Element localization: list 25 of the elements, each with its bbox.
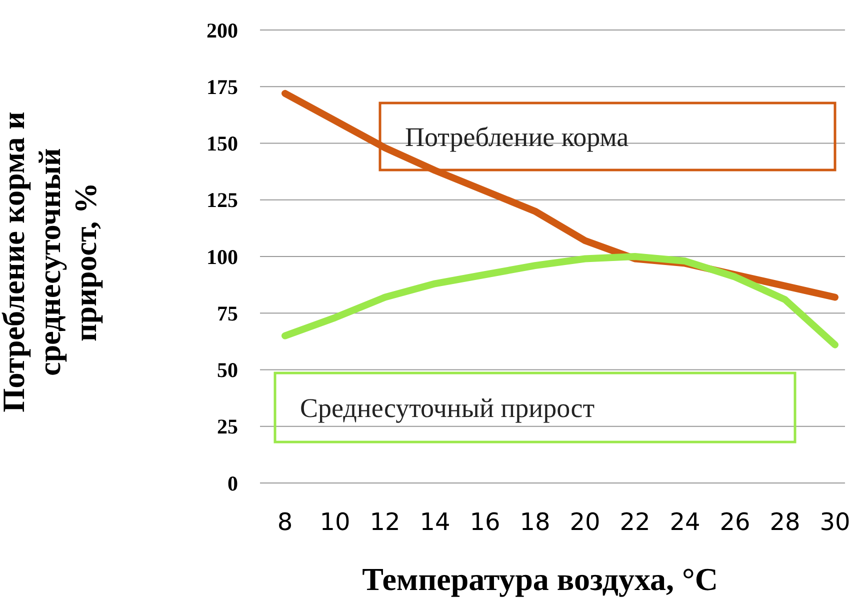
y-tick-label: 50 xyxy=(217,358,238,382)
x-tick-label: 10 xyxy=(320,508,350,536)
x-tick-label: 8 xyxy=(277,508,293,536)
y-axis-title: Потребление корма и среднесуточный прирост, % xyxy=(0,112,103,412)
text: Среднесуточный прирост xyxy=(300,392,595,423)
y-tick-label: 0 xyxy=(228,471,238,496)
y-tick-label: 200 xyxy=(206,18,238,42)
x-tick-label: 20 xyxy=(570,508,600,536)
x-tick-label: 22 xyxy=(620,508,650,536)
x-tick-label: 28 xyxy=(770,508,800,536)
x-axis-title: Температура воздуха, °С xyxy=(362,561,718,597)
y-tick-label: 175 xyxy=(206,74,238,99)
x-tick-label: 12 xyxy=(370,508,400,536)
x-tick-label: 14 xyxy=(420,508,450,536)
y-tick-label: 125 xyxy=(206,188,238,212)
y-tick-label: 100 xyxy=(206,244,238,269)
x-tick-label: 24 xyxy=(670,508,700,536)
x-tick-label: 30 xyxy=(820,508,850,536)
y-tick-label: 75 xyxy=(217,301,238,326)
y-tick-label: 150 xyxy=(206,132,238,156)
y-tick-label: 25 xyxy=(217,414,238,439)
x-tick-label: 26 xyxy=(720,508,750,536)
x-tick-label: 18 xyxy=(520,508,550,536)
series-label: Потребление корма xyxy=(405,122,629,152)
x-tick-label: 16 xyxy=(470,508,500,536)
